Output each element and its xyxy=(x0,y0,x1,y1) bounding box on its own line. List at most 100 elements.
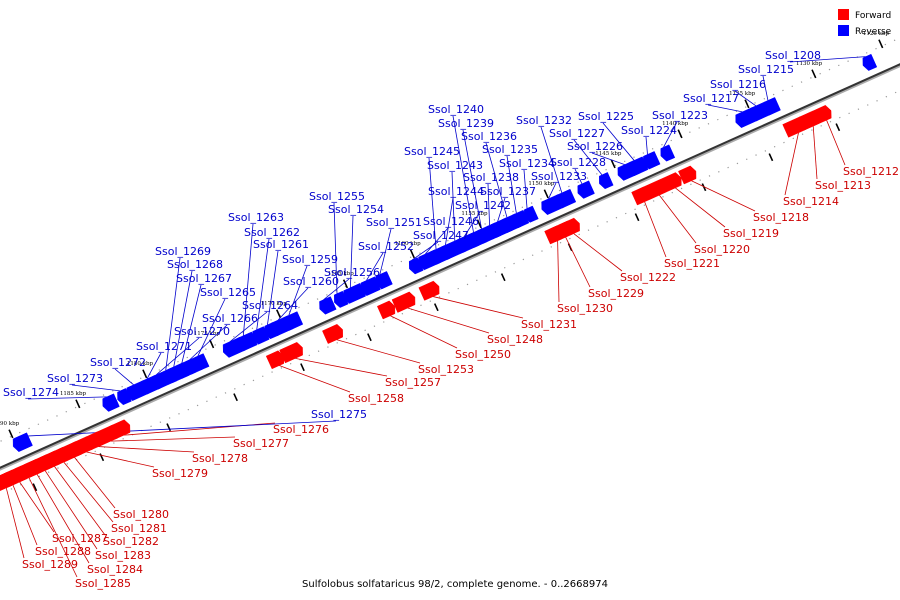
reverse-connector xyxy=(663,121,678,148)
forward-connector xyxy=(573,233,623,272)
axis-tick-label: 1155 kbp xyxy=(461,211,488,217)
reverse-connector xyxy=(645,136,648,155)
forward-connector xyxy=(433,296,524,319)
forward-gene-arrow xyxy=(265,350,285,370)
reverse-connector xyxy=(114,368,134,386)
reverse-gene-arrow xyxy=(599,172,614,190)
reverse-gene-arrow xyxy=(319,296,337,315)
reverse-gene-arrow xyxy=(577,180,595,199)
reverse-connector xyxy=(540,126,563,193)
reverse-gene-label: Ssol_1217 xyxy=(683,92,739,105)
forward-gene-label: Ssol_1280 xyxy=(113,508,169,521)
reverse-connector xyxy=(411,241,439,261)
reverse-gene-label: Ssol_1239 xyxy=(438,117,494,130)
reverse-gene-label: Ssol_1269 xyxy=(155,245,211,258)
axis-tick-label: 1135 kbp xyxy=(729,91,756,97)
forward-connector xyxy=(565,236,591,288)
reverse-connector xyxy=(445,197,454,246)
reverse-gene-label: Ssol_1216 xyxy=(710,78,766,91)
forward-connector xyxy=(86,451,155,468)
reverse-gene-label: Ssol_1246 xyxy=(423,215,479,228)
legend-reverse-swatch xyxy=(838,25,849,36)
reverse-connector xyxy=(451,171,456,241)
reverse-connector xyxy=(256,238,270,330)
reverse-gene-label: Ssol_1273 xyxy=(47,372,103,385)
forward-connector xyxy=(336,339,421,364)
forward-gene-label: Ssol_1257 xyxy=(385,376,441,389)
forward-gene-arrow xyxy=(391,291,416,313)
axis-tick-label: 1185 kbp xyxy=(60,391,87,397)
reverse-connector xyxy=(229,311,268,342)
forward-gene-label: Ssol_1287 xyxy=(52,532,108,545)
reverse-connector xyxy=(762,75,769,101)
reverse-connector xyxy=(487,183,490,226)
reverse-connector xyxy=(425,227,449,255)
forward-connector xyxy=(390,315,458,349)
forward-gene-label: Ssol_1250 xyxy=(455,348,511,361)
reverse-connector xyxy=(523,169,528,209)
reverse-connector xyxy=(277,287,309,321)
forward-gene-arrow xyxy=(0,472,13,492)
reverse-gene-label: Ssol_1254 xyxy=(328,203,384,216)
reverse-connector xyxy=(267,250,279,325)
reverse-gene-label: Ssol_1227 xyxy=(549,127,605,140)
axis-tick: 1180 kbp xyxy=(127,361,172,432)
forward-connector xyxy=(28,477,78,578)
reverse-connector xyxy=(428,157,437,250)
reverse-connector xyxy=(27,396,107,400)
forward-connector xyxy=(19,481,55,533)
axis-tick-label: 1165 kbp xyxy=(328,271,355,277)
reverse-gene-label: Ssol_1236 xyxy=(461,130,517,143)
axis-tick-label: 1180 kbp xyxy=(127,361,154,367)
reverse-gene-label: Ssol_1240 xyxy=(428,103,484,116)
reverse-gene-label: Ssol_1245 xyxy=(404,145,460,158)
axis-tick: 1190 kbp xyxy=(0,421,38,492)
axis-tick: 1170 kbp xyxy=(261,301,305,372)
label-connectors xyxy=(5,56,866,578)
legend-forward-label: Forward xyxy=(855,11,891,21)
forward-connector xyxy=(279,365,351,393)
reverse-gene-label: Ssol_1243 xyxy=(427,159,483,172)
forward-gene-arrow xyxy=(376,300,396,320)
legend-forward-swatch xyxy=(838,9,849,20)
forward-gene-label: Ssol_1283 xyxy=(95,549,151,562)
reverse-connector xyxy=(333,202,338,294)
axis-line xyxy=(0,63,900,469)
reverse-gene-label: Ssol_1247 xyxy=(413,229,469,242)
reverse-gene-label: Ssol_1263 xyxy=(228,211,284,224)
reverse-connector xyxy=(350,215,354,288)
forward-gene-arrow xyxy=(418,280,440,301)
reverse-connector xyxy=(197,298,226,357)
reverse-connector xyxy=(452,115,474,233)
reverse-gene-label: Ssol_1270 xyxy=(174,325,230,338)
reverse-connector xyxy=(379,228,392,275)
forward-gene-arrow xyxy=(782,116,807,138)
reverse-gene-label: Ssol_1234 xyxy=(499,157,555,170)
axis-tick: 1135 kbp xyxy=(729,91,774,162)
reverse-gene-label: Ssol_1267 xyxy=(176,272,232,285)
reverse-gene-label: Ssol_1259 xyxy=(282,253,338,266)
reverse-gene-label: Ssol_1252 xyxy=(358,240,414,253)
axis-tick-label: 1175 kbp xyxy=(194,331,221,337)
forward-gene-label: Ssol_1222 xyxy=(620,271,676,284)
reverse-gene-label: Ssol_1237 xyxy=(480,185,536,198)
forward-connector xyxy=(98,446,195,453)
reverse-connector xyxy=(574,168,583,185)
reverse-gene-label: Ssol_1228 xyxy=(550,156,606,169)
axis-tick: 1145 kbp xyxy=(595,151,640,222)
forward-connector xyxy=(826,120,846,166)
forward-connector xyxy=(675,187,726,228)
reverse-connector xyxy=(506,155,517,214)
reverse-gene-label: Ssol_1251 xyxy=(366,216,422,229)
reverse-gene-label: Ssol_1208 xyxy=(765,49,821,62)
axis-tick-label: 1150 kbp xyxy=(528,181,555,187)
axis-tick: 1175 kbp xyxy=(194,331,238,402)
forward-gene-label: Ssol_1229 xyxy=(588,287,644,300)
forward-connector xyxy=(691,180,756,212)
axis-shadow xyxy=(0,64,900,471)
forward-connector xyxy=(784,132,799,196)
forward-connector xyxy=(54,466,106,536)
reverse-gene-label: Ssol_1242 xyxy=(455,199,511,212)
forward-gene-arrow xyxy=(544,225,563,245)
